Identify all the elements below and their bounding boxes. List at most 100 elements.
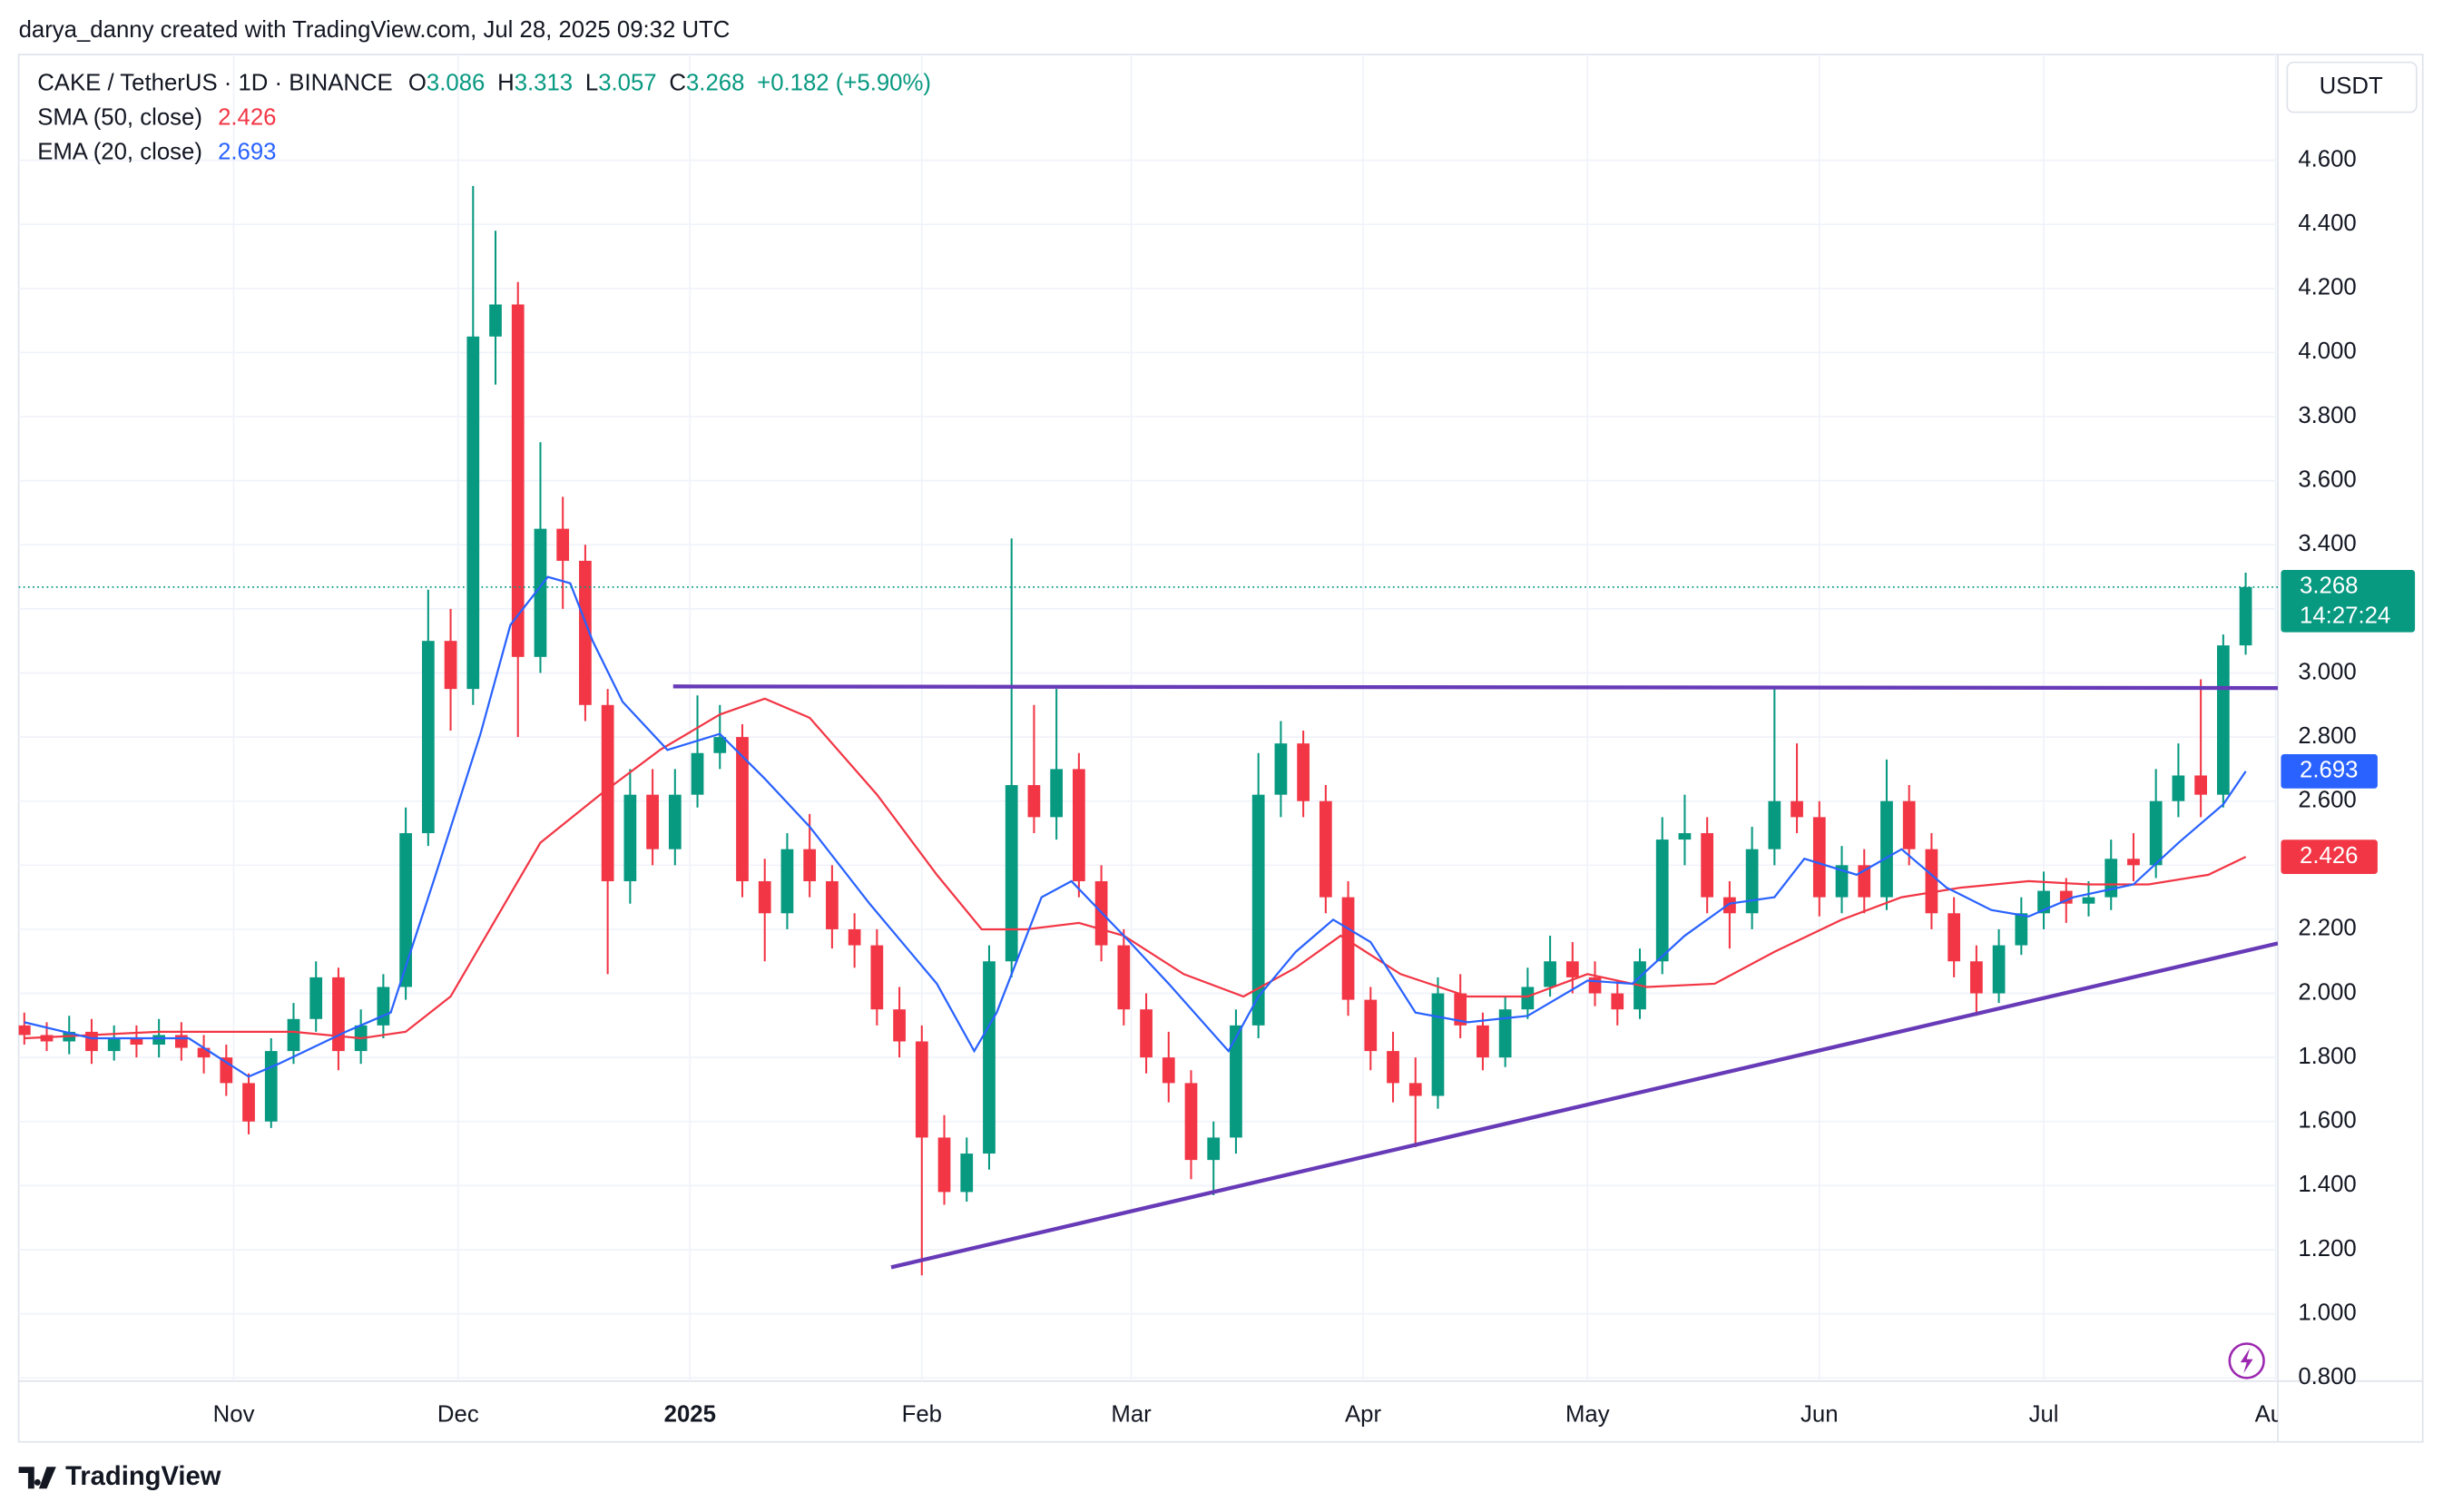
credit: darya_danny created with TradingView.com…	[19, 17, 731, 43]
candle-body	[556, 528, 570, 561]
candle-body	[2194, 775, 2207, 795]
y-tick-label: 1.800	[2298, 1044, 2356, 1069]
candle-body	[1565, 961, 1579, 977]
grid	[18, 54, 2279, 1381]
indicator-value: 2.426	[218, 104, 276, 130]
brand-logo	[18, 1467, 56, 1489]
candle-body	[1297, 743, 1310, 801]
y-tick-label: 1.600	[2298, 1108, 2356, 1134]
indicator-line	[24, 575, 2247, 1078]
candle-body	[2239, 586, 2252, 646]
y-tick-label: 3.800	[2298, 403, 2356, 428]
candle-body	[399, 833, 412, 987]
y-tick-label: 1.200	[2298, 1236, 2356, 1262]
symbol: CAKE / TetherUS · 1D · BINANCE	[37, 71, 393, 96]
legend-main: CAKE / TetherUS · 1D · BINANCE O3.086 H3.3…	[37, 71, 931, 96]
candle-body	[937, 1137, 951, 1193]
x-tick-label: 2025	[664, 1401, 716, 1427]
y-tick-label: 1.400	[2298, 1172, 2356, 1197]
y-tick-label: 3.000	[2298, 659, 2356, 684]
ohlc-value: 3.268	[686, 71, 744, 96]
currency-button[interactable]	[2286, 61, 2418, 113]
candle-body	[668, 794, 682, 849]
candle-body	[1611, 993, 1624, 1010]
candle-body	[174, 1035, 188, 1048]
y-tick-label: 2.200	[2298, 916, 2356, 941]
candle-body	[511, 304, 525, 657]
candle-body	[1072, 769, 1085, 881]
candle-body	[1454, 993, 1467, 1026]
countdown: 14:27:24	[2300, 603, 2390, 628]
candle-body	[1162, 1057, 1175, 1084]
candle-body	[1970, 961, 1983, 994]
candle-body	[1992, 945, 2006, 994]
candle-body	[2149, 800, 2163, 866]
candle-body	[1880, 800, 1893, 898]
candle-body	[264, 1051, 278, 1122]
price-tag-value: 3.268	[2300, 574, 2358, 599]
candle-body	[1701, 833, 1714, 898]
candle-body	[2082, 897, 2095, 904]
x-tick-label: May	[1565, 1401, 1610, 1427]
candle-body	[18, 1025, 31, 1036]
x-tick-label: Feb	[902, 1401, 942, 1427]
candle-body	[983, 961, 996, 1154]
indicator-line	[24, 697, 2247, 1040]
candle-body	[1431, 993, 1445, 1096]
candle-body	[332, 977, 345, 1052]
candle-body	[152, 1035, 166, 1046]
candle-body	[646, 794, 659, 849]
candle-body	[1925, 849, 1938, 914]
candle-body	[579, 560, 592, 705]
candle-body	[1364, 999, 1378, 1052]
y-tick-label: 4.200	[2298, 275, 2356, 300]
candle-body	[1768, 800, 1781, 849]
candle-body	[107, 1037, 121, 1052]
candle-body	[1251, 794, 1265, 1026]
candle-body	[736, 737, 749, 881]
y-tick-label: 3.600	[2298, 466, 2356, 492]
candle-body	[1655, 839, 1669, 962]
ohlc-value: 3.086	[427, 71, 485, 96]
lightning-icon[interactable]	[2228, 1342, 2265, 1379]
candle-body	[1723, 897, 1736, 914]
candle-body	[601, 704, 614, 881]
indicator-value: 2.693	[218, 139, 276, 164]
candle-body	[848, 928, 861, 946]
candle-body	[1184, 1083, 1198, 1161]
y-tick-label: 4.400	[2298, 211, 2356, 236]
y-tick-label: 2.600	[2298, 788, 2356, 813]
ohlc-value: 3.313	[515, 71, 573, 96]
candle-body	[1745, 849, 1759, 914]
candle-body	[444, 641, 457, 690]
candle-body	[2105, 859, 2118, 898]
candle-body	[1050, 769, 1064, 818]
candle-body	[758, 880, 771, 914]
candle-body	[713, 737, 727, 753]
x-axis: Nov Dec 2025 Feb Mar Apr May Jun Jul Aug	[213, 1401, 2278, 1427]
x-tick-label: Apr	[1345, 1401, 1381, 1427]
currency[interactable]: USDT	[2320, 74, 2383, 99]
y-tick-label: 3.400	[2298, 531, 2356, 556]
candle-body	[309, 977, 323, 1019]
candle-body	[2216, 645, 2230, 795]
candle-body	[534, 528, 547, 657]
candle-body	[1387, 1051, 1399, 1084]
x-tick-label: Mar	[1111, 1401, 1152, 1427]
candle-body	[870, 945, 884, 1010]
axes: 0.800 1.000 1.200 1.400 1.600 1.800 2.000 2.200…	[2281, 146, 2416, 1389]
candle-body	[826, 880, 839, 929]
candle-body	[1274, 743, 1288, 795]
candle-body	[1140, 1009, 1153, 1058]
ohlc-letter: C	[669, 71, 686, 96]
indicator-tag	[2281, 753, 2378, 789]
indicator-tag-value: 2.693	[2300, 758, 2358, 783]
candle-body	[287, 1018, 300, 1052]
x-tick-label: Nov	[213, 1401, 255, 1427]
candle-body	[1498, 1009, 1512, 1058]
candle-body	[1521, 987, 1535, 1010]
legend-sma: SMA (50, close) 2.426	[37, 104, 276, 130]
